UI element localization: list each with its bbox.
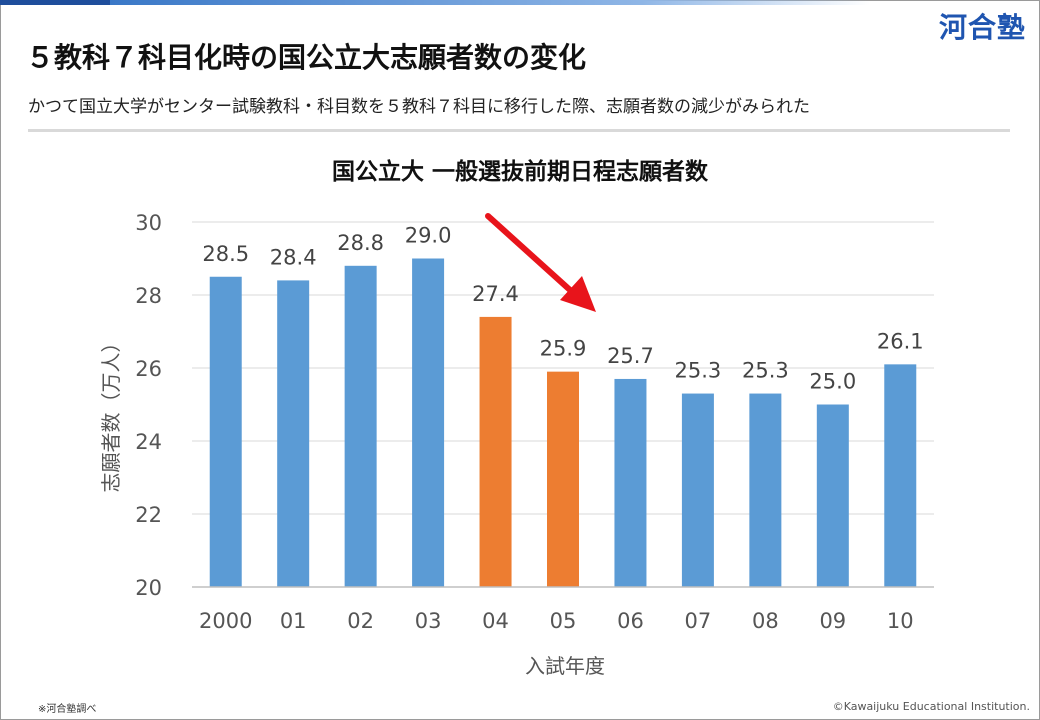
x-tick-label-09: 09 — [819, 609, 846, 633]
x-tick-label-05: 05 — [550, 609, 577, 633]
bar-02 — [344, 265, 377, 587]
y-axis-title: 志願者数（万人） — [99, 333, 123, 493]
y-tick-label-26: 26 — [135, 357, 162, 381]
x-tick-label-2000: 2000 — [199, 609, 252, 633]
kawaijuku-logo: 河合塾 — [938, 11, 1026, 44]
y-tick-label-24: 24 — [135, 430, 162, 454]
top-accent-bar — [0, 0, 1040, 5]
data-label-04: 27.4 — [472, 282, 519, 306]
bar-06 — [614, 378, 647, 587]
data-label-02: 28.8 — [337, 231, 384, 255]
bar-01 — [277, 280, 310, 587]
data-label-08: 25.3 — [742, 359, 789, 383]
page-title: ５教科７科目化時の国公立大志願者数の変化 — [26, 41, 587, 74]
y-tick-label-30: 30 — [135, 211, 162, 235]
data-label-06: 25.7 — [607, 344, 654, 368]
copyright: ©Kawaijuku Educational Institution. — [832, 700, 1030, 713]
y-tick-label-20: 20 — [135, 576, 162, 600]
x-axis-title: 入試年度 — [525, 654, 605, 678]
bar-03 — [412, 258, 445, 587]
data-label-2000: 28.5 — [202, 242, 249, 266]
data-label-05: 25.9 — [540, 337, 587, 361]
trend-arrow-head — [560, 276, 596, 312]
trend-arrow — [485, 213, 596, 312]
x-tick-label-03: 03 — [415, 609, 442, 633]
data-label-03: 29.0 — [405, 224, 452, 248]
x-tick-label-01: 01 — [280, 609, 307, 633]
trend-arrow-shaft — [485, 213, 573, 293]
chart-title: 国公立大 一般選抜前期日程志願者数 — [331, 159, 708, 185]
data-label-10: 26.1 — [877, 329, 924, 353]
page-subtitle: かつて国立大学がセンター試験教科・科目数を５教科７科目に移行した際、志願者数の減… — [28, 97, 810, 117]
x-tick-label-02: 02 — [347, 609, 374, 633]
x-tick-label-07: 07 — [685, 609, 712, 633]
bar-09 — [816, 404, 849, 587]
x-tick-label-10: 10 — [887, 609, 914, 633]
bar-08 — [749, 393, 782, 587]
y-tick-label-28: 28 — [135, 284, 162, 308]
bar-05 — [547, 371, 579, 587]
bar-07 — [681, 393, 714, 587]
bar-10 — [884, 364, 917, 587]
data-label-09: 25.0 — [809, 370, 856, 394]
bar-04 — [479, 316, 512, 587]
data-label-07: 25.3 — [675, 359, 722, 383]
title-divider — [28, 129, 1010, 132]
y-tick-label-22: 22 — [135, 503, 162, 527]
source-note: ※河合塾調べ — [38, 704, 97, 715]
x-tick-label-08: 08 — [752, 609, 779, 633]
bar-2000 — [209, 276, 242, 587]
x-tick-label-04: 04 — [482, 609, 509, 633]
x-tick-label-06: 06 — [617, 609, 644, 633]
data-label-01: 28.4 — [270, 245, 317, 269]
